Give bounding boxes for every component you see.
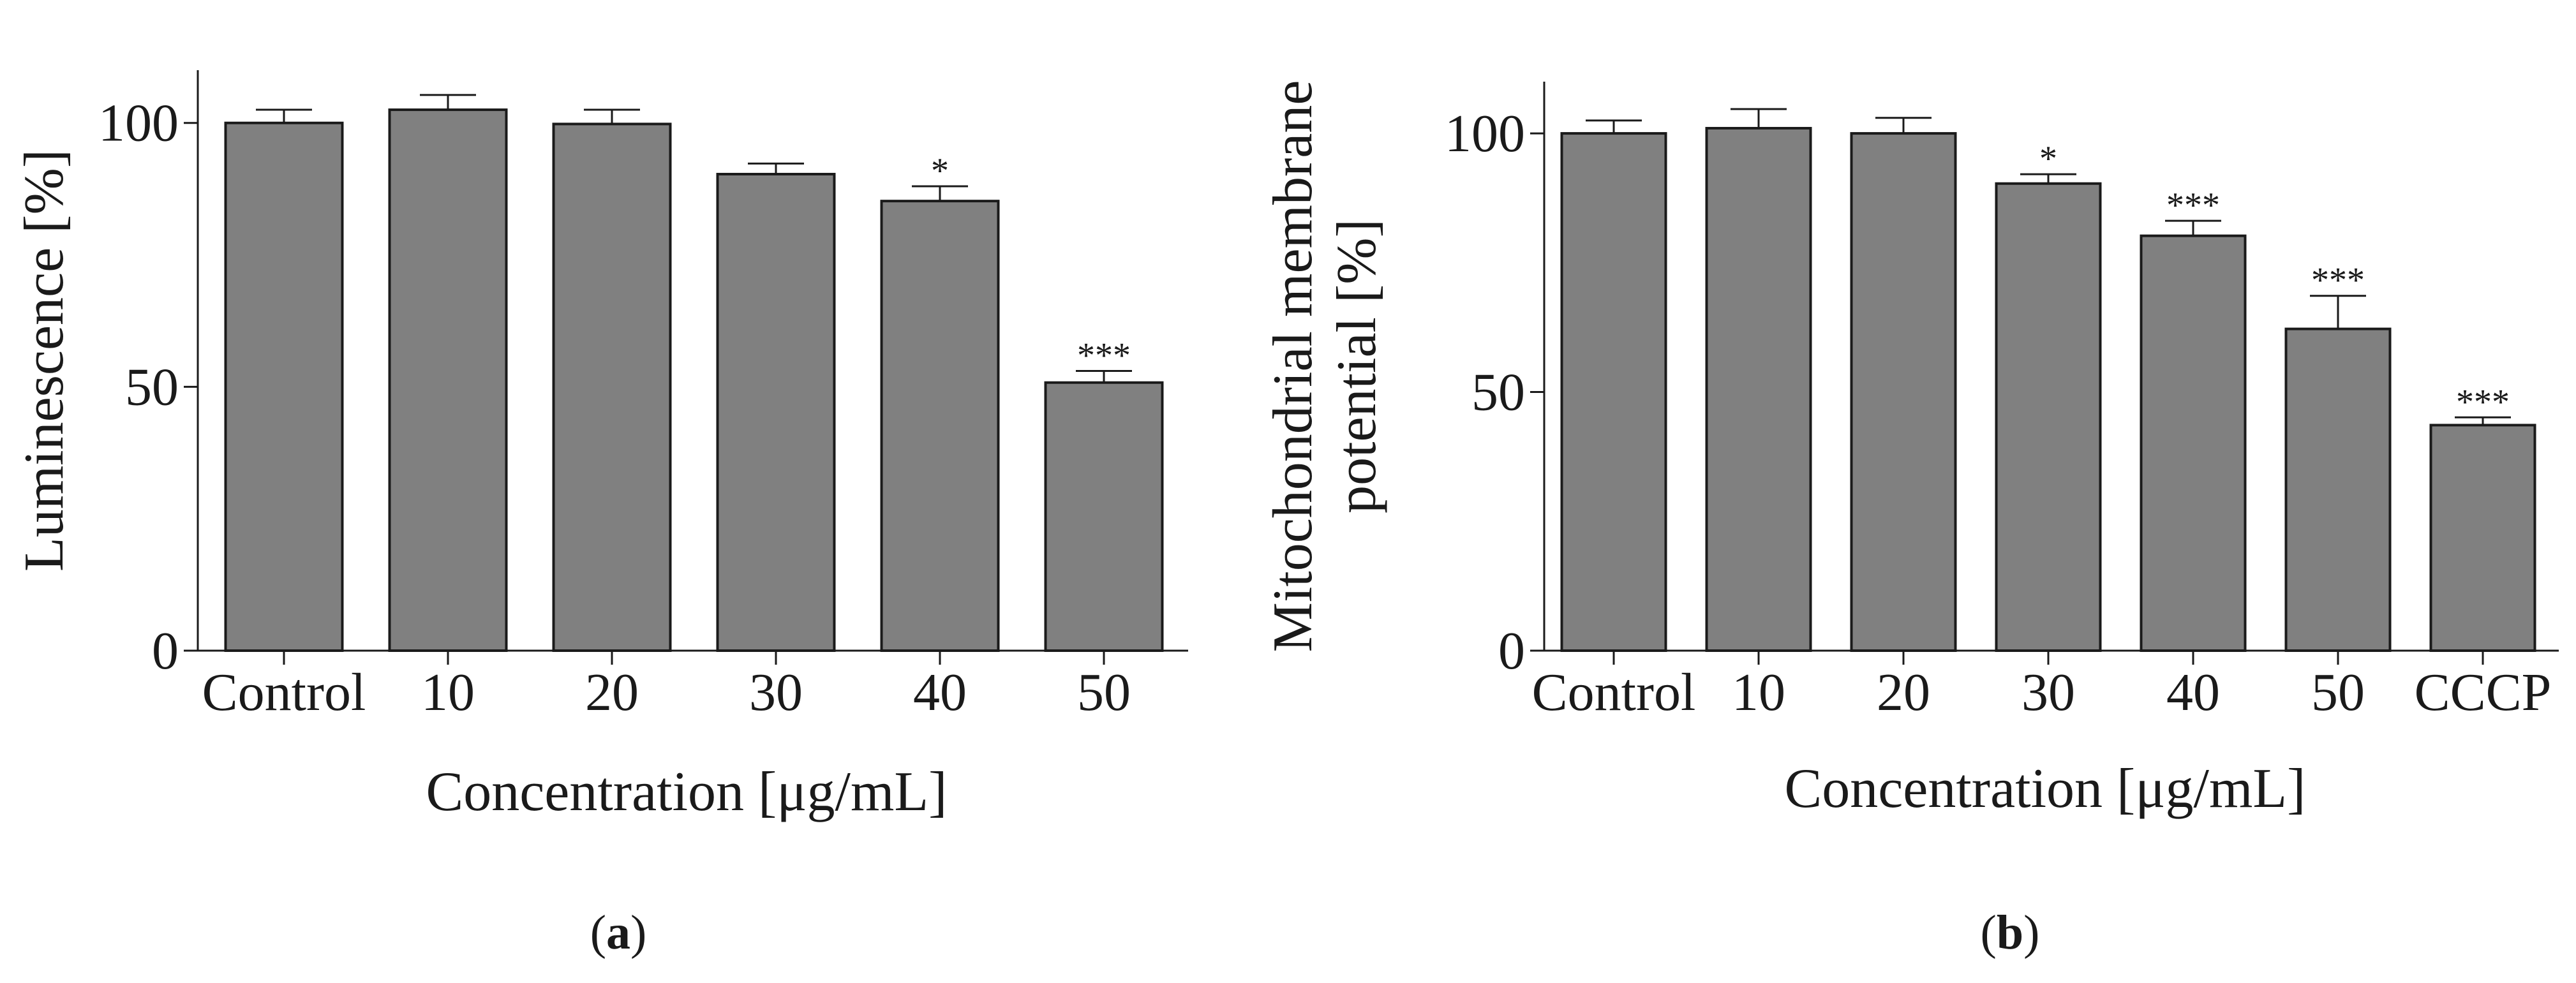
bar-50 xyxy=(2284,327,2392,653)
x-tick-label: 20 xyxy=(585,663,639,722)
significance-mark: * xyxy=(2039,139,2057,179)
significance-mark: *** xyxy=(2311,261,2365,300)
significance-mark: *** xyxy=(2166,186,2220,225)
x-tick-label: 10 xyxy=(1732,663,1785,722)
x-axis-title: Concentration [μg/mL] xyxy=(426,761,948,823)
chart-panel-b: 0 50 100 Control 10 20 30 * 40 *** 50 *** CCCP *** Con… xyxy=(1262,80,2559,959)
x-tick-label: Control xyxy=(202,663,366,722)
x-tick-label: 30 xyxy=(2021,663,2075,722)
bar-50 xyxy=(1044,381,1164,653)
y-tick-label: 50 xyxy=(125,357,179,417)
x-tick-label: CCCP xyxy=(2415,663,2552,722)
x-tick-label: 50 xyxy=(1077,663,1131,722)
x-axis-title: Concentration [μg/mL] xyxy=(1785,758,2306,820)
significance-mark: * xyxy=(931,151,949,191)
x-tick-label: Control xyxy=(1532,663,1696,722)
bar-10 xyxy=(1705,126,1812,652)
y-axis-title: potential [%] xyxy=(1326,219,1388,514)
y-axis-title: Luminescence [%] xyxy=(13,149,75,572)
y-axis-title: Mitochondrial membrane xyxy=(1262,80,1324,653)
bar-20 xyxy=(1850,132,1957,653)
x-tick-label: 40 xyxy=(2166,663,2220,722)
bar-control xyxy=(224,121,344,652)
panel-label-open: ( xyxy=(590,906,606,959)
panel-label-letter: b xyxy=(1997,906,2023,959)
bar-10 xyxy=(388,108,508,652)
y-tick-label: 0 xyxy=(152,621,179,681)
y-tick-label: 50 xyxy=(1471,363,1525,422)
panel-label-close: ) xyxy=(2023,906,2039,959)
y-tick-label: 100 xyxy=(1445,104,1525,163)
x-tick-label: 50 xyxy=(2311,663,2365,722)
x-tick-label: 30 xyxy=(749,663,803,722)
significance-mark: *** xyxy=(2456,382,2510,422)
significance-mark: *** xyxy=(1077,336,1131,376)
panel-label-open: ( xyxy=(1981,906,1997,959)
panel-label-close: ) xyxy=(630,906,646,959)
bar-30 xyxy=(1995,182,2102,652)
y-tick-label: 0 xyxy=(1498,621,1525,681)
chart-panel-a: 0 50 100 Control 10 20 30 40 * 50 *** Concentration… xyxy=(13,70,1188,959)
x-tick-label: 20 xyxy=(1877,663,1930,722)
bar-40 xyxy=(2140,234,2247,653)
panel-label-letter: a xyxy=(606,906,630,959)
bar-40 xyxy=(880,200,1000,652)
panel-label: (a) xyxy=(590,906,647,959)
x-tick-label: 10 xyxy=(421,663,475,722)
panel-label: (b) xyxy=(1981,906,2040,959)
bar-30 xyxy=(716,172,836,652)
bar-control xyxy=(1560,132,1667,653)
x-tick-label: 40 xyxy=(913,663,967,722)
y-tick-label: 100 xyxy=(98,94,179,153)
bar-20 xyxy=(552,122,672,652)
bar-cccp xyxy=(2429,424,2536,653)
